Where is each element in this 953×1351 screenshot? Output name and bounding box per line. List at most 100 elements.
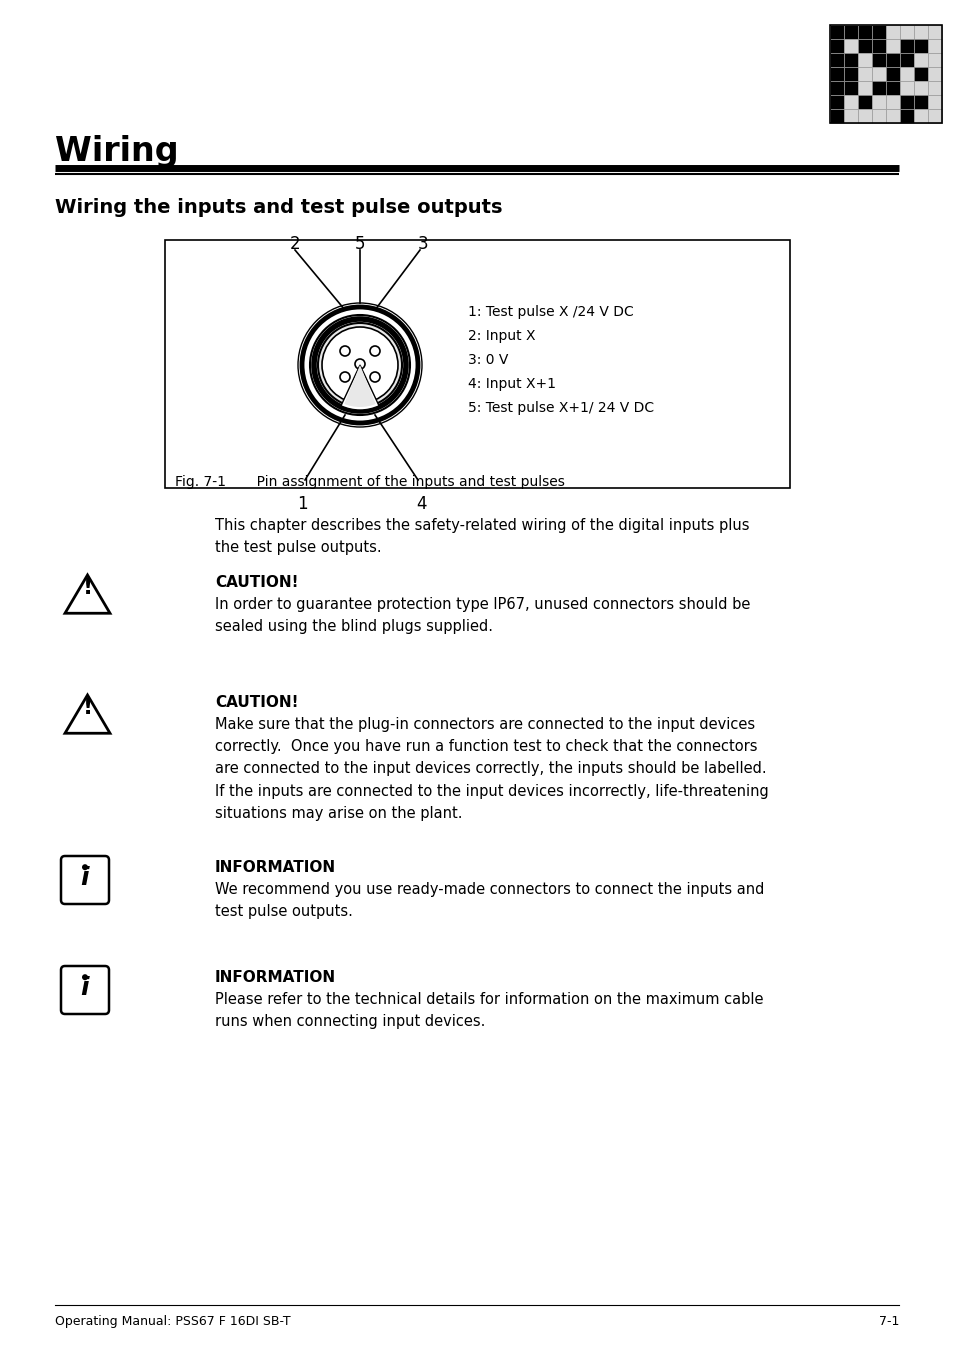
Bar: [885, 39, 899, 53]
Text: 5: 5: [355, 235, 365, 253]
FancyBboxPatch shape: [61, 966, 109, 1015]
Bar: [899, 68, 913, 81]
Bar: [871, 53, 885, 68]
Bar: [899, 109, 913, 123]
Bar: [871, 81, 885, 95]
Circle shape: [339, 346, 350, 357]
Bar: [885, 68, 899, 81]
Bar: [913, 109, 927, 123]
Text: INFORMATION: INFORMATION: [214, 861, 335, 875]
Text: Please refer to the technical details for information on the maximum cable
runs : Please refer to the technical details fo…: [214, 992, 762, 1029]
Text: 3: 0 V: 3: 0 V: [468, 353, 508, 367]
Bar: [843, 39, 857, 53]
Text: 5: Test pulse X+1/ 24 V DC: 5: Test pulse X+1/ 24 V DC: [468, 401, 654, 415]
Bar: [871, 39, 885, 53]
Bar: [927, 81, 941, 95]
Bar: [927, 39, 941, 53]
Bar: [899, 39, 913, 53]
Bar: [927, 109, 941, 123]
Text: Fig. 7-1       Pin assignment of the inputs and test pulses: Fig. 7-1 Pin assignment of the inputs an…: [174, 476, 564, 489]
Text: Wiring the inputs and test pulse outputs: Wiring the inputs and test pulse outputs: [55, 199, 502, 218]
Bar: [857, 81, 871, 95]
Bar: [899, 26, 913, 39]
Bar: [927, 26, 941, 39]
Text: 1: Test pulse X /24 V DC: 1: Test pulse X /24 V DC: [468, 305, 633, 319]
Bar: [857, 68, 871, 81]
Bar: [843, 26, 857, 39]
Circle shape: [82, 865, 88, 870]
FancyBboxPatch shape: [61, 857, 109, 904]
Bar: [913, 39, 927, 53]
Circle shape: [82, 974, 88, 981]
Bar: [913, 26, 927, 39]
Bar: [829, 68, 843, 81]
Bar: [899, 81, 913, 95]
Bar: [871, 68, 885, 81]
Bar: [913, 68, 927, 81]
Text: 1: 1: [296, 494, 307, 513]
Bar: [885, 95, 899, 109]
Bar: [829, 81, 843, 95]
Bar: [165, 240, 789, 488]
Bar: [899, 95, 913, 109]
Text: Wiring: Wiring: [55, 135, 178, 168]
Bar: [843, 95, 857, 109]
Text: !: !: [82, 578, 92, 598]
Bar: [829, 53, 843, 68]
Circle shape: [317, 323, 401, 407]
Bar: [885, 26, 899, 39]
Text: 2: 2: [290, 235, 300, 253]
Bar: [927, 68, 941, 81]
Bar: [927, 95, 941, 109]
Bar: [857, 109, 871, 123]
Text: 7-1: 7-1: [878, 1315, 898, 1328]
Bar: [885, 53, 899, 68]
Bar: [857, 26, 871, 39]
Bar: [885, 109, 899, 123]
Bar: [829, 26, 843, 39]
Bar: [829, 39, 843, 53]
Bar: [843, 81, 857, 95]
Bar: [829, 95, 843, 109]
Text: Make sure that the plug-in connectors are connected to the input devices
correct: Make sure that the plug-in connectors ar…: [214, 717, 768, 821]
Bar: [927, 53, 941, 68]
Bar: [899, 53, 913, 68]
Text: 4: 4: [416, 494, 427, 513]
Text: CAUTION!: CAUTION!: [214, 694, 298, 711]
Bar: [885, 81, 899, 95]
Bar: [871, 95, 885, 109]
Bar: [843, 68, 857, 81]
Bar: [857, 95, 871, 109]
Text: 2: Input X: 2: Input X: [468, 330, 535, 343]
Wedge shape: [340, 365, 378, 409]
Bar: [913, 53, 927, 68]
Polygon shape: [65, 694, 110, 734]
Bar: [871, 109, 885, 123]
Polygon shape: [65, 576, 110, 613]
Bar: [829, 109, 843, 123]
Wedge shape: [344, 365, 375, 407]
Bar: [843, 109, 857, 123]
Text: CAUTION!: CAUTION!: [214, 576, 298, 590]
Bar: [843, 53, 857, 68]
Text: This chapter describes the safety-related wiring of the digital inputs plus
the : This chapter describes the safety-relate…: [214, 517, 749, 555]
Text: !: !: [82, 698, 92, 719]
Bar: [829, 26, 941, 123]
Circle shape: [370, 372, 379, 382]
Circle shape: [370, 346, 379, 357]
Text: i: i: [81, 975, 90, 1000]
Bar: [857, 53, 871, 68]
Circle shape: [339, 372, 350, 382]
Text: 4: Input X+1: 4: Input X+1: [468, 377, 556, 390]
Text: 3: 3: [417, 235, 428, 253]
Bar: [871, 26, 885, 39]
Bar: [913, 95, 927, 109]
Text: INFORMATION: INFORMATION: [214, 970, 335, 985]
Circle shape: [322, 327, 397, 403]
Text: In order to guarantee protection type IP67, unused connectors should be
sealed u: In order to guarantee protection type IP…: [214, 597, 750, 634]
Text: Operating Manual: PSS67 F 16DI SB-T: Operating Manual: PSS67 F 16DI SB-T: [55, 1315, 291, 1328]
Text: We recommend you use ready-made connectors to connect the inputs and
test pulse : We recommend you use ready-made connecto…: [214, 882, 763, 919]
Circle shape: [355, 359, 365, 369]
Bar: [857, 39, 871, 53]
Text: i: i: [81, 866, 90, 890]
